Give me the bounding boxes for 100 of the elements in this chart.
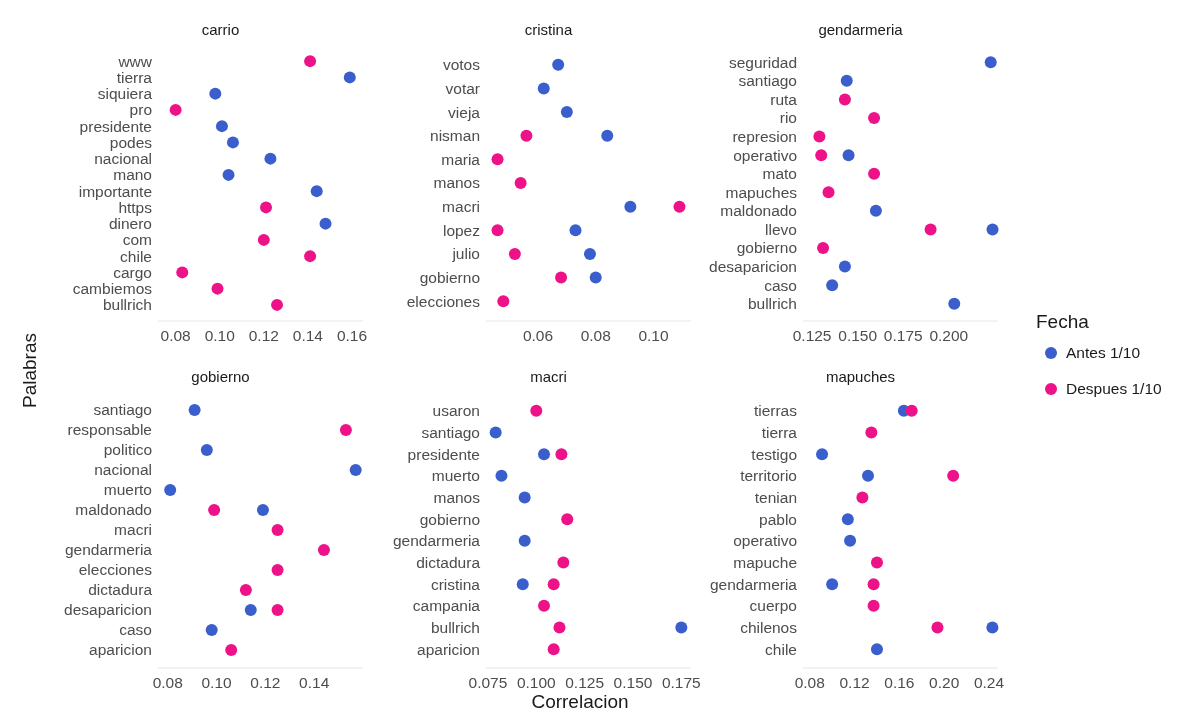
point	[200, 444, 213, 456]
chart-title: mapuches	[825, 368, 896, 385]
point	[842, 149, 855, 162]
point	[188, 404, 201, 416]
point	[215, 120, 228, 133]
y-tick-label: gendarmeria	[64, 541, 153, 559]
y-tick-label: mapuche	[733, 553, 797, 571]
x-tick-label: 0.12	[839, 674, 870, 691]
x-tick-label: 0.125	[565, 674, 605, 691]
point	[349, 464, 362, 476]
x-tick-label: 0.10	[204, 327, 236, 344]
point	[516, 578, 529, 591]
y-tick-label: nisman	[430, 127, 480, 145]
y-tick-label: aparicion	[89, 641, 152, 659]
y-tick-label: gobierno	[419, 268, 480, 286]
x-tick-label: 0.20	[929, 674, 960, 691]
x-tick-label: 0.10	[201, 674, 233, 691]
y-tick-label: aparicion	[417, 640, 480, 658]
point	[838, 260, 851, 273]
x-tick-label: 0.08	[160, 327, 191, 344]
y-tick-label: responsable	[67, 421, 152, 439]
point	[520, 129, 533, 142]
y-tick-label: santiago	[93, 401, 152, 419]
point	[948, 297, 961, 310]
y-tick-label: podes	[109, 133, 153, 151]
y-tick-label: cuerpo	[749, 597, 797, 615]
y-tick-label: rio	[779, 109, 797, 127]
point	[310, 185, 323, 198]
point	[868, 167, 881, 180]
point	[271, 298, 284, 311]
point	[537, 82, 550, 95]
y-tick-label: gobierno	[736, 239, 797, 257]
y-tick-label: elecciones	[406, 292, 481, 310]
y-tick-label: caso	[119, 621, 152, 639]
y-tick-label: maldonado	[75, 501, 152, 519]
point	[569, 224, 582, 237]
y-tick-label: desaparicion	[64, 601, 152, 619]
y-tick-label: dictadura	[416, 553, 481, 571]
y-tick-label: seguridad	[728, 53, 797, 71]
point	[538, 448, 551, 461]
y-tick-label: chile	[120, 247, 152, 265]
y-tick-label: macri	[442, 198, 480, 216]
point	[176, 266, 189, 279]
y-tick-label: chilenos	[740, 618, 798, 636]
point	[257, 233, 270, 246]
y-tick-label: campania	[412, 597, 481, 615]
x-tick-label: 0.06	[522, 327, 554, 344]
point	[868, 112, 881, 124]
y-tick-label: cristina	[430, 575, 481, 593]
y-tick-label: muerto	[431, 467, 480, 485]
y-tick-label: votos	[442, 56, 481, 74]
point	[826, 578, 839, 591]
y-tick-label: testigo	[751, 445, 797, 463]
y-tick-label: bullrich	[747, 295, 797, 313]
y-tick-label: com	[122, 231, 152, 249]
y-tick-label: mano	[113, 166, 152, 184]
point	[947, 469, 960, 482]
y-tick-label: chile	[765, 640, 797, 658]
point	[867, 599, 880, 612]
y-tick-label: tierra	[116, 68, 153, 86]
y-tick-label: operativo	[733, 146, 797, 164]
x-tick-label: 0.200	[929, 327, 969, 344]
y-tick-label: www	[117, 52, 153, 70]
point	[822, 186, 835, 199]
chart-title: macri	[530, 368, 567, 385]
x-tick-label: 0.14	[299, 674, 330, 691]
point	[518, 534, 531, 547]
point	[271, 524, 284, 536]
point	[583, 247, 596, 260]
x-tick-label: 0.10	[638, 327, 669, 344]
y-tick-label: operativo	[733, 532, 797, 550]
point	[271, 564, 284, 576]
point	[816, 448, 829, 461]
y-tick-label: presidente	[79, 117, 152, 135]
y-tick-label: ruta	[770, 90, 798, 108]
point	[870, 643, 883, 656]
point	[862, 469, 874, 482]
point	[489, 426, 502, 439]
point	[870, 556, 883, 569]
y-tick-label: mapuches	[725, 183, 798, 201]
point	[264, 152, 277, 165]
y-tick-label: presidente	[407, 445, 480, 463]
y-tick-label: territorio	[740, 467, 797, 485]
y-tick-label: lopez	[442, 221, 480, 239]
y-tick-label: vieja	[448, 103, 481, 121]
point	[838, 93, 851, 106]
point	[813, 130, 826, 143]
y-tick-label: dictadura	[88, 581, 153, 599]
point	[826, 279, 839, 292]
legend-label: Despues 1/10	[1066, 380, 1163, 398]
point	[547, 643, 560, 656]
point	[869, 204, 882, 217]
x-tick-label: 0.12	[250, 674, 281, 691]
point	[589, 271, 602, 284]
y-tick-label: gendarmeria	[709, 575, 798, 593]
point	[164, 484, 177, 496]
y-tick-label: usaron	[432, 402, 480, 420]
y-tick-label: julio	[451, 245, 480, 263]
point	[256, 504, 269, 516]
point	[343, 71, 356, 84]
